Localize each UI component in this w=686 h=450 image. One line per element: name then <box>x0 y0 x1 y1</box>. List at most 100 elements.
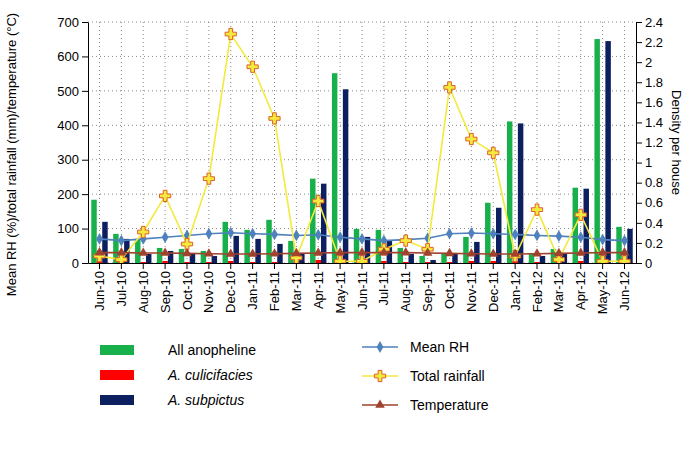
legend: All anophelineA. culicifaciesA. subpictu… <box>100 339 489 413</box>
bar <box>469 261 474 263</box>
tick: Dec-11 <box>486 263 501 312</box>
bar <box>605 41 610 263</box>
grid-line-v <box>493 22 494 263</box>
tick-mark <box>636 263 642 264</box>
tick-label: Aug-10 <box>136 271 151 313</box>
bar <box>206 262 211 263</box>
tick-label: Jun-10 <box>92 271 107 311</box>
legend-swatch <box>100 370 134 380</box>
tick-label: Jan-11 <box>245 271 260 310</box>
marker <box>488 147 499 158</box>
bar <box>228 261 233 263</box>
tick: Mar-12 <box>551 263 566 312</box>
tick-mark <box>558 263 559 269</box>
tick-label: 300 <box>57 152 79 167</box>
tick-mark <box>636 203 642 204</box>
grid-line-v <box>602 22 603 263</box>
tick: Sep-10 <box>158 263 173 313</box>
marker <box>315 229 322 241</box>
tick: Oct-10 <box>180 263 195 310</box>
tick-mark <box>636 102 642 103</box>
bar <box>381 261 386 263</box>
legend-label: Total rainfall <box>410 368 485 384</box>
tick-label: Jan-12 <box>508 271 523 311</box>
tick-mark <box>636 243 642 244</box>
marker <box>575 209 586 220</box>
tick-label: Aug-11 <box>398 271 413 312</box>
grid-line-v <box>362 22 363 263</box>
tick-label: 0.6 <box>645 195 663 210</box>
marker <box>271 229 278 241</box>
tick-mark <box>121 263 122 269</box>
tick-label: Dec-11 <box>486 271 501 312</box>
tick: 0.2 <box>636 236 663 251</box>
bar <box>316 260 321 263</box>
marker <box>488 248 498 256</box>
tick-mark <box>82 56 88 57</box>
marker <box>225 28 236 39</box>
tick-label: 100 <box>57 221 79 236</box>
grid-line-v <box>449 22 450 263</box>
grid-line-v <box>121 22 122 263</box>
bar <box>540 256 545 263</box>
grid-line-h <box>88 159 636 160</box>
tick-label: 0.2 <box>645 236 663 251</box>
tick: Jun-12 <box>617 263 632 311</box>
tick: Apr-12 <box>573 263 588 310</box>
tick-label: Oct-11 <box>442 271 457 309</box>
tick: 400 <box>57 118 88 133</box>
marker <box>117 247 127 255</box>
marker <box>619 256 630 263</box>
grid-line-v <box>186 22 187 263</box>
tick-mark <box>636 122 642 123</box>
tick: Nov-10 <box>201 263 216 313</box>
marker <box>379 247 389 255</box>
tick: Feb-11 <box>267 263 282 311</box>
grid-line-v <box>580 22 581 263</box>
tick: 300 <box>57 152 88 167</box>
tick-label: Apr-12 <box>573 271 588 310</box>
tick: 0.6 <box>636 195 663 210</box>
bar-series <box>102 41 632 263</box>
tick-label: 1.4 <box>645 115 663 130</box>
bar <box>250 262 255 263</box>
marker <box>270 248 280 256</box>
tick-mark <box>208 263 209 269</box>
bar <box>184 262 189 263</box>
grid-line-v <box>558 22 559 263</box>
tick-mark <box>602 263 603 269</box>
tick: Nov-11 <box>464 263 479 312</box>
tick-mark <box>636 223 642 224</box>
y-axis-title: Mean RH (%)/total rainfall (mm)/temperat… <box>4 13 19 296</box>
grid-line-v <box>296 22 297 263</box>
marker <box>95 247 105 255</box>
tick: 0 <box>72 256 88 271</box>
marker <box>138 226 149 237</box>
marker <box>445 248 455 256</box>
marker <box>466 133 477 144</box>
tick-mark <box>515 263 516 269</box>
marker <box>205 228 212 240</box>
marker <box>534 230 541 242</box>
tick: Dec-10 <box>223 263 238 313</box>
marker <box>313 247 323 255</box>
bar <box>398 248 403 263</box>
bar <box>141 262 146 263</box>
tick-label: May-12 <box>595 271 610 314</box>
tick-mark <box>99 263 100 269</box>
tick-label: Jul-10 <box>114 271 129 306</box>
tick-mark <box>252 263 253 269</box>
tick-label: Nov-11 <box>464 271 479 312</box>
tick-mark <box>82 91 88 92</box>
grid-line-h <box>88 56 636 57</box>
tick: Jul-10 <box>114 263 129 306</box>
legend-marker <box>377 341 384 353</box>
tick-label: 400 <box>57 118 79 133</box>
tick: Jun-11 <box>355 263 370 310</box>
y-axis: 0100200300400500600700 <box>57 15 88 271</box>
bar <box>463 237 468 263</box>
tick-mark <box>340 263 341 269</box>
marker <box>468 227 475 239</box>
tick-label: 1.2 <box>645 135 663 150</box>
grid-line-v <box>165 22 166 263</box>
